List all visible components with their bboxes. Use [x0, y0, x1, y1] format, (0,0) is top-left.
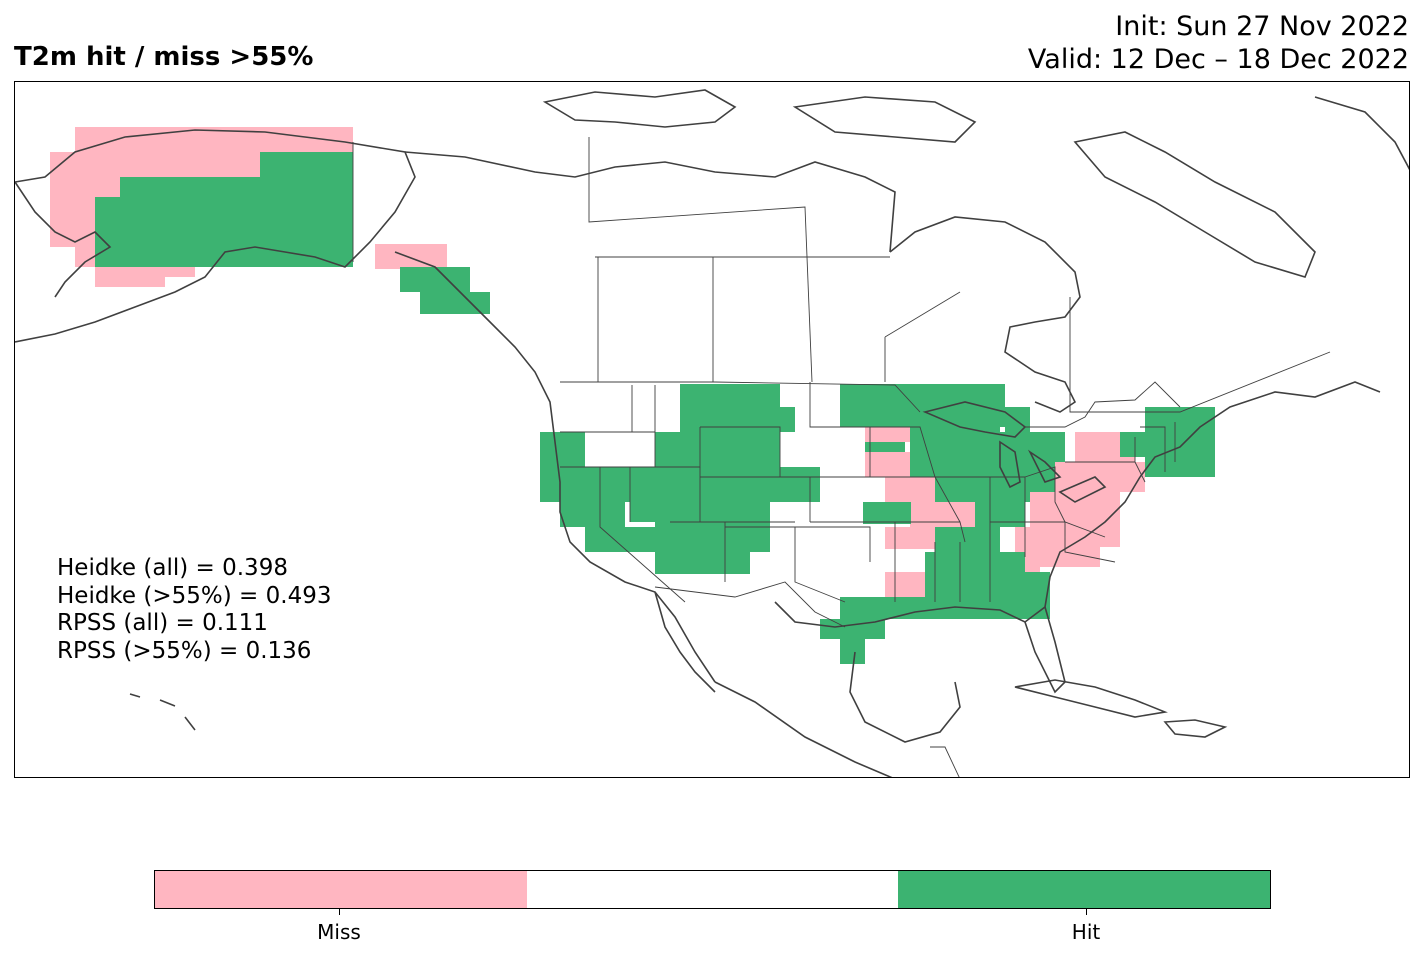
miss-cell [910, 502, 975, 527]
cuba [1014, 679, 1168, 718]
hit-cell [95, 197, 120, 267]
miss-cell [375, 244, 447, 269]
rpss-55: RPSS (>55%) = 0.136 [57, 637, 312, 664]
map-panel [14, 81, 1410, 778]
alaska-west-coast [15, 181, 112, 298]
hit-cell [770, 407, 795, 432]
hit-cell [260, 152, 353, 267]
legend-neutral-swatch [526, 871, 899, 908]
miss-cell [885, 477, 935, 502]
init-date: Init: Sun 27 Nov 2022 [1115, 11, 1409, 42]
florida-coast [1024, 606, 1066, 694]
legend-tick-hit [1086, 908, 1087, 915]
hit-cell [655, 522, 770, 552]
hit-cell [1165, 407, 1215, 477]
miss-cell [865, 452, 910, 477]
hit-cell [630, 467, 720, 522]
hit-cell [655, 552, 750, 574]
arctic-coast [404, 151, 896, 253]
hispaniola [1163, 719, 1228, 738]
hit-cell [820, 619, 885, 639]
map-canvas [15, 89, 1409, 777]
hit-cell [925, 552, 1025, 597]
legend-label-miss: Miss [317, 920, 361, 944]
baja-coast [654, 591, 716, 693]
legend-colorbar [154, 870, 1271, 909]
hit-cell [540, 467, 630, 502]
miss-cell [50, 152, 260, 177]
rpss-all: RPSS (all) = 0.111 [57, 610, 268, 636]
miss-cell [885, 527, 935, 549]
hit-cell [1025, 572, 1050, 597]
date-info: Init: Sun 27 Nov 2022 Valid: 12 Dec – 18… [1028, 10, 1409, 76]
hit-cell [863, 502, 911, 524]
political-borders [352, 137, 1331, 777]
legend-hit-swatch [898, 871, 1271, 908]
arctic-islands [542, 89, 737, 128]
miss-cell [75, 247, 100, 267]
miss-cell [865, 427, 910, 442]
great-lakes [922, 401, 1107, 503]
arctic-islands-2 [792, 96, 977, 143]
hudson-bay [889, 216, 1081, 413]
miss-cell [120, 267, 195, 277]
hit-cell [420, 292, 490, 314]
greenland-edge [1314, 96, 1409, 170]
yucatan-coast [849, 651, 961, 743]
heidke-55: Heidke (>55%) = 0.493 [57, 582, 332, 609]
east-coast [1139, 381, 1381, 478]
miss-cell [50, 222, 95, 247]
hit-cell [560, 502, 625, 527]
mexico-coast [714, 681, 893, 777]
baffin-island [1073, 131, 1316, 278]
valid-range: Valid: 12 Dec – 18 Dec 2022 [1027, 44, 1409, 75]
alaska-coast [15, 129, 416, 343]
hit-cell [540, 432, 585, 467]
miss-cell [885, 572, 925, 597]
skill-scores: Heidke (all) = 0.398 Heidke (>55%) = 0.4… [57, 555, 331, 665]
map-title: T2m hit / miss >55% [14, 42, 314, 72]
legend-label-hit: Hit [1071, 920, 1101, 944]
hit-cell [840, 639, 865, 664]
hawaii [129, 693, 196, 731]
hit-cell [780, 477, 820, 502]
verification-cells [50, 127, 1215, 664]
miss-cell [1100, 502, 1120, 547]
hit-cell [680, 384, 780, 432]
heidke-all: Heidke (all) = 0.398 [57, 555, 288, 581]
hit-cell [585, 527, 660, 552]
legend-miss-swatch [155, 871, 527, 908]
hit-cell [400, 267, 470, 292]
hit-cell [120, 177, 260, 267]
hit-cell [655, 432, 780, 467]
hit-cell [1005, 407, 1030, 432]
west-coast [394, 251, 716, 683]
legend-tick-miss [339, 908, 340, 915]
hit-cell [1000, 502, 1025, 527]
